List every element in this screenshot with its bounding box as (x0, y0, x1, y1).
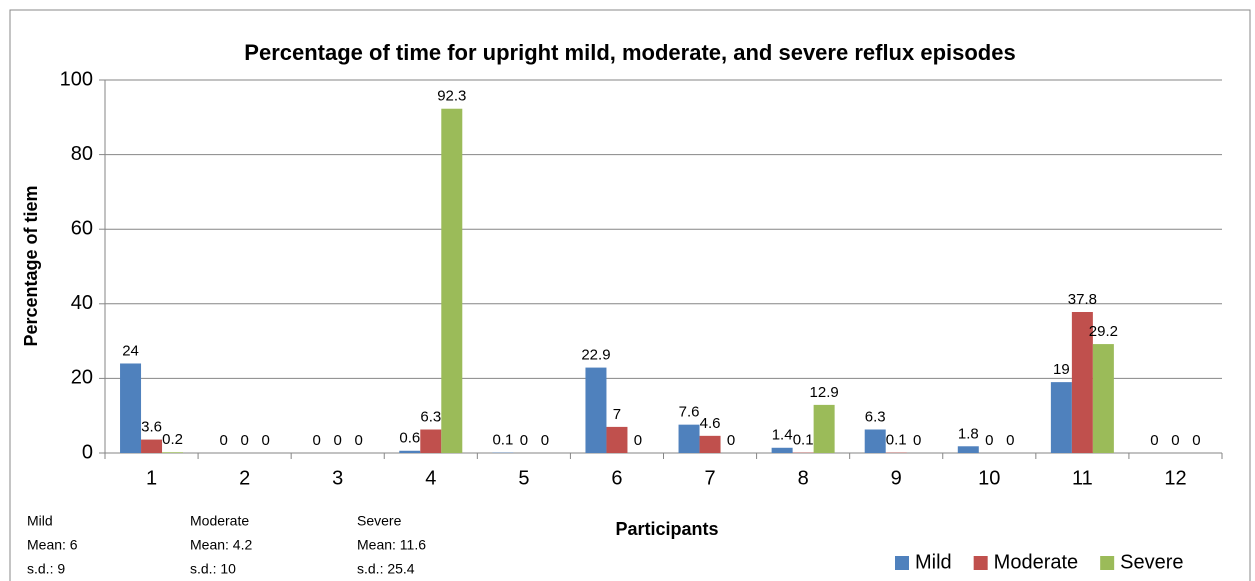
bar (957, 446, 979, 453)
annotation: Mild (27, 513, 53, 529)
x-tick-label: 11 (1072, 467, 1093, 489)
x-tick-label: 8 (798, 467, 809, 489)
data-label: 22.9 (581, 347, 610, 364)
legend-label: Severe (1120, 551, 1183, 573)
y-tick-label: 80 (71, 143, 93, 165)
annotation: Mean: 6 (27, 537, 78, 553)
legend-swatch (973, 556, 988, 570)
legend-label: Mild (915, 551, 952, 573)
bar (162, 452, 184, 453)
data-label: 0 (1150, 432, 1158, 449)
annotation: s.d.: 25.4 (357, 561, 415, 577)
x-tick-label: 10 (978, 467, 1000, 489)
x-tick-label: 9 (891, 467, 902, 489)
data-label: 0 (1171, 432, 1179, 449)
data-label: 0.1 (793, 432, 814, 449)
legend-label: Moderate (994, 551, 1079, 573)
x-tick-label: 2 (239, 467, 250, 489)
data-label: 4.6 (700, 415, 721, 432)
data-label: 0.6 (399, 430, 420, 447)
data-label: 0.1 (886, 432, 907, 449)
bar (399, 450, 421, 453)
bar (141, 439, 163, 453)
x-axis-label: Participants (615, 519, 718, 539)
annotation: Severe (357, 513, 402, 529)
annotation: s.d.: 9 (27, 561, 65, 577)
data-label: 7.6 (679, 404, 700, 421)
y-tick-label: 20 (71, 367, 93, 389)
data-label: 0 (219, 432, 227, 449)
y-axis-label: Percentage of tiem (21, 185, 41, 346)
bar (771, 447, 793, 453)
data-label: 0 (240, 432, 248, 449)
data-label: 6.3 (865, 408, 886, 425)
data-label: 0 (334, 432, 342, 449)
bar (606, 426, 628, 453)
data-label: 19 (1053, 361, 1070, 378)
x-tick-label: 6 (611, 467, 622, 489)
data-label: 0 (313, 432, 321, 449)
annotation: s.d.: 10 (190, 561, 236, 577)
data-label: 3.6 (141, 419, 162, 436)
data-label: 0.1 (492, 432, 513, 449)
annotation: Mean: 4.2 (190, 537, 252, 553)
data-label: 1.4 (772, 427, 793, 444)
data-label: 0 (355, 432, 363, 449)
bar (1092, 344, 1114, 453)
data-label: 0 (913, 432, 921, 449)
data-label: 24 (122, 342, 139, 359)
bar (864, 429, 886, 453)
chart-frame (9, 9, 1251, 581)
bar (585, 367, 607, 453)
y-tick-label: 0 (82, 441, 93, 463)
bar (1050, 382, 1072, 453)
bar (699, 435, 721, 453)
x-tick-label: 1 (146, 467, 157, 489)
x-tick-label: 12 (1164, 467, 1186, 489)
x-tick-label: 3 (332, 467, 343, 489)
data-label: 0 (727, 432, 735, 449)
data-label: 0 (261, 432, 269, 449)
bar (1071, 312, 1093, 453)
legend-swatch (895, 556, 909, 570)
y-tick-label: 60 (71, 217, 93, 239)
data-label: 92.3 (437, 88, 466, 105)
bar (420, 429, 442, 453)
data-label: 7 (613, 406, 621, 423)
annotation: Mean: 11.6 (357, 537, 426, 553)
annotation: Moderate (190, 513, 249, 529)
data-label: 12.9 (810, 384, 839, 401)
data-label: 6.3 (420, 408, 441, 425)
data-label: 0 (520, 432, 528, 449)
data-label: 0 (1006, 432, 1014, 449)
data-label: 0 (1192, 432, 1200, 449)
legend-swatch (1100, 556, 1115, 570)
x-tick-label: 5 (518, 467, 529, 489)
x-tick-label: 4 (425, 467, 436, 489)
bar (813, 404, 835, 453)
x-tick-label: 7 (704, 467, 715, 489)
data-label: 0 (634, 432, 642, 449)
data-label: 37.8 (1068, 291, 1097, 308)
data-label: 0 (985, 432, 993, 449)
data-label: 29.2 (1089, 323, 1118, 340)
bar (120, 363, 142, 453)
bar (678, 424, 700, 453)
data-label: 0 (541, 432, 549, 449)
data-label: 0.2 (162, 431, 183, 448)
data-label: 1.8 (958, 425, 979, 442)
bar (441, 108, 463, 453)
chart-title: Percentage of time for upright mild, mod… (244, 40, 1015, 65)
y-tick-label: 100 (60, 68, 93, 90)
y-tick-label: 40 (71, 292, 93, 314)
